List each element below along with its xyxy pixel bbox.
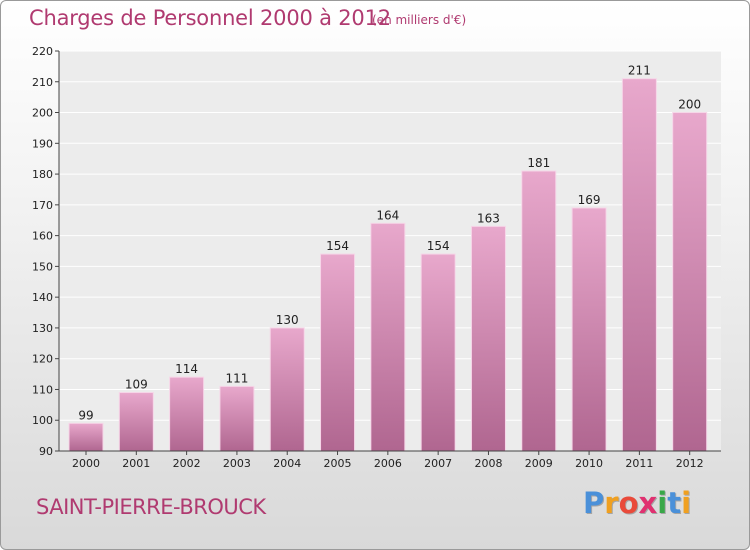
x-tick-label: 2009 — [525, 457, 553, 470]
bar-2012 — [672, 112, 708, 452]
data-label-2003: 111 — [225, 371, 248, 385]
logo-letter: r — [604, 486, 619, 520]
x-tick-label: 2007 — [424, 457, 452, 470]
y-tick-label: 210 — [32, 76, 53, 89]
data-label-2011: 211 — [628, 64, 651, 78]
axes: 90 100 110 120 130 140 150 160 170 180 190 200 210 22… — [32, 45, 721, 470]
y-tick-label: 170 — [32, 199, 53, 212]
proxiti-logo: Proxiti — [583, 486, 691, 520]
x-tick-label: 2006 — [374, 457, 402, 470]
y-tick-label: 160 — [32, 230, 53, 243]
bar-2008 — [470, 225, 506, 452]
y-tick-label: 200 — [32, 107, 53, 120]
logo-letter: x — [638, 486, 658, 520]
bar-2007 — [420, 253, 456, 452]
bar-2009 — [521, 170, 557, 452]
data-label-2008: 163 — [477, 211, 500, 225]
city-name: SAINT-PIERRE-BROUCK — [36, 495, 266, 519]
y-tick-label: 140 — [32, 291, 53, 304]
data-label-2006: 164 — [376, 208, 399, 222]
y-tick-label: 100 — [32, 414, 53, 427]
x-tick-label: 2008 — [474, 457, 502, 470]
chart-title: Charges de Personnel 2000 à 2012 — [29, 6, 391, 30]
logo-letter: i — [657, 486, 668, 520]
y-tick-label: 180 — [32, 168, 53, 181]
bar-2006 — [370, 222, 406, 452]
logo-letter: i — [681, 486, 692, 520]
bar-2011 — [621, 78, 657, 452]
logo-letter: o — [618, 486, 639, 520]
y-tick-label: 120 — [32, 353, 53, 366]
x-tick-label: 2005 — [324, 457, 352, 470]
data-label-2004: 130 — [276, 313, 299, 327]
data-labels: 99 109 114 111 130 154 164 154 163 181 169 211 200 — [78, 64, 701, 423]
data-label-2007: 154 — [427, 239, 450, 253]
data-label-2005: 154 — [326, 239, 349, 253]
x-tick-label: 2010 — [575, 457, 603, 470]
bar-2003 — [219, 385, 255, 452]
x-tick-label: 2004 — [273, 457, 301, 470]
y-tick-label: 190 — [32, 137, 53, 150]
y-tick-label: 110 — [32, 383, 53, 396]
chart-subtitle: (en milliers d'€) — [372, 13, 467, 27]
bars — [68, 78, 708, 452]
y-tick-label: 150 — [32, 260, 53, 273]
bar-2010 — [571, 207, 607, 452]
x-tick-label: 2003 — [223, 457, 251, 470]
y-tick-label: 220 — [32, 45, 53, 58]
bar-2000 — [68, 422, 104, 452]
bar-2001 — [118, 392, 154, 452]
data-label-2001: 109 — [125, 378, 148, 392]
y-tick-label: 130 — [32, 322, 53, 335]
data-label-2000: 99 — [78, 408, 93, 422]
x-tick-label: 2000 — [72, 457, 100, 470]
bar-2002 — [169, 376, 205, 452]
bar-2005 — [320, 253, 356, 452]
x-tick-label: 2001 — [122, 457, 150, 470]
x-tick-label: 2002 — [173, 457, 201, 470]
data-label-2012: 200 — [678, 98, 701, 112]
x-tick-label: 2011 — [625, 457, 653, 470]
data-label-2009: 181 — [527, 156, 550, 170]
x-tick-label: 2012 — [676, 457, 704, 470]
y-tick-label: 90 — [39, 445, 53, 458]
data-label-2002: 114 — [175, 362, 198, 376]
bar-2004 — [269, 327, 305, 452]
logo-letter: t — [667, 486, 682, 520]
data-label-2010: 169 — [578, 193, 601, 207]
logo-letter: P — [583, 486, 605, 520]
